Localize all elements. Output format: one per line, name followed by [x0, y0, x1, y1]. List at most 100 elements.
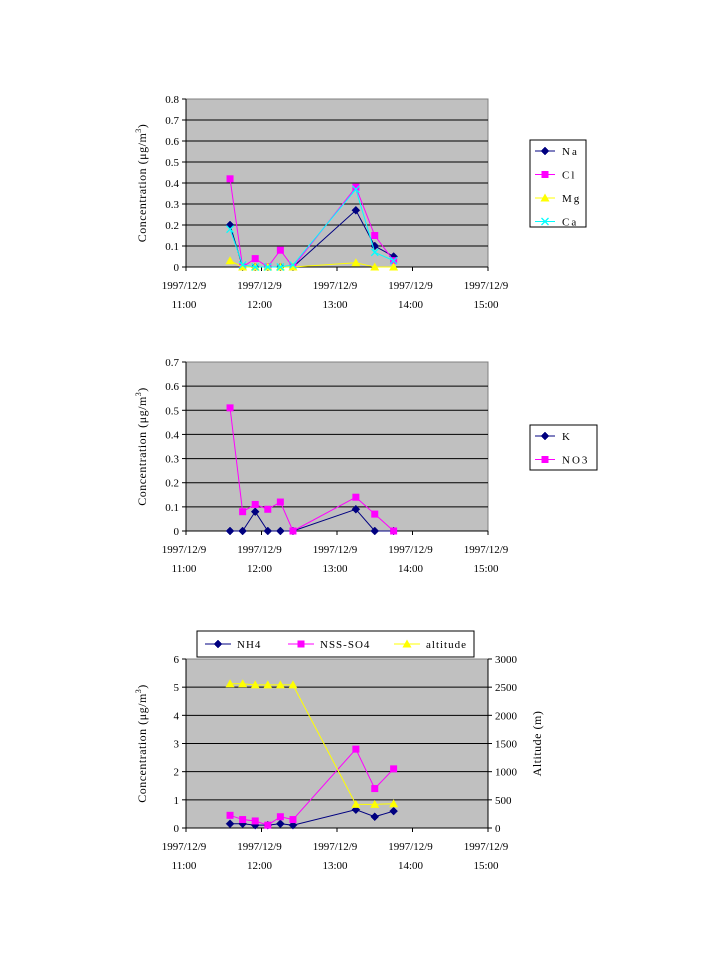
x-tick-time: 13:00 [322, 563, 348, 575]
x-tick-time: 15:00 [473, 563, 499, 575]
data-point-ca [370, 248, 379, 257]
legend-marker [540, 146, 550, 156]
y-tick-label: 2 [174, 767, 180, 779]
data-point-cl [371, 232, 379, 239]
y-axis-label: Concentration (μg/m3) [134, 124, 149, 243]
y-tick-label: 0.1 [165, 502, 179, 514]
y-tick-label: 0.1 [165, 241, 179, 253]
legend: Na Cl Mg Ca [529, 139, 587, 229]
chart-1: 0 0.1 0.2 0.3 0.4 0.5 0.6 0.7 0.8 1997/12/9 11:00 1… [134, 94, 587, 311]
data-point-k [238, 526, 247, 536]
legend-marker [541, 456, 549, 463]
data-point-mg [370, 262, 380, 271]
data-point-nh4 [276, 819, 285, 829]
y-tick-label: 0.7 [165, 357, 179, 369]
legend-marker [540, 431, 550, 441]
x-tick-time: 11:00 [172, 299, 197, 311]
y-tick-label: 1 [174, 795, 180, 807]
x-tick-time: 11:00 [172, 860, 197, 872]
y-tick-label: 0 [174, 262, 180, 274]
legend-box [529, 424, 598, 471]
legend-marker [540, 193, 550, 202]
legend-box [196, 630, 475, 658]
y-tick-label: 0 [174, 823, 180, 835]
data-point-ca [251, 263, 260, 271]
x-tick-date: 1997/12/9 [162, 841, 207, 853]
data-point-no3 [239, 508, 247, 516]
x-tick-time: 11:00 [172, 563, 197, 575]
legend-label: Mg [562, 193, 581, 205]
y-tick-label: 0.8 [165, 94, 179, 106]
legend: NH4 NSS-SO4 altitude [196, 630, 475, 658]
x-tick-date: 1997/12/9 [237, 280, 282, 292]
data-point-nss-so4 [371, 785, 379, 793]
y-tick-label: 6 [174, 654, 180, 666]
data-point-no3 [352, 493, 360, 501]
data-point-nh4 [288, 820, 298, 830]
data-point-cl [251, 255, 259, 263]
x-tick-date: 1997/12/9 [313, 841, 358, 853]
x-tick-date: 1997/12/9 [388, 841, 433, 853]
data-point-k [250, 507, 260, 517]
data-point-altitude [288, 680, 298, 689]
legend-label: K [562, 431, 572, 443]
data-point-nss-so4 [251, 817, 259, 825]
y-tick-label: 0.7 [165, 115, 179, 127]
y2-tick-label: 1500 [495, 739, 518, 751]
data-point-altitude [275, 680, 285, 689]
x-tick-time: 14:00 [398, 299, 424, 311]
data-point-nss-so4 [264, 821, 272, 829]
data-point-k [263, 526, 273, 536]
series-no3 [226, 404, 398, 535]
y2-tick-label: 0 [495, 823, 501, 835]
legend-label: altitude [426, 639, 467, 651]
x-tick-time: 12:00 [247, 563, 273, 575]
x-tick-date: 1997/12/9 [388, 280, 433, 292]
y-axis-label: Concentration (μg/m3) [134, 387, 149, 506]
data-point-mg [389, 262, 399, 271]
legend-label: Ca [562, 217, 578, 229]
y-tick-label: 0.3 [165, 199, 179, 211]
data-point-mg [351, 258, 361, 267]
data-point-no3 [289, 527, 297, 535]
series-ca [226, 185, 398, 271]
data-point-no3 [251, 500, 259, 508]
y-tick-label: 0.2 [165, 220, 179, 232]
x-tick-date: 1997/12/9 [388, 544, 433, 556]
data-point-nss-so4 [239, 816, 247, 824]
legend: K NO3 [529, 424, 598, 471]
data-point-k [351, 504, 361, 514]
data-point-ca [263, 263, 272, 271]
legend-label: Cl [562, 170, 576, 182]
series-altitude [225, 679, 399, 808]
data-point-nh4 [370, 812, 380, 822]
data-point-k [276, 526, 285, 536]
data-point-k [225, 526, 235, 536]
x-tick-date: 1997/12/9 [162, 280, 207, 292]
y-tick-label: 0.5 [165, 405, 179, 417]
y2-tick-label: 2000 [495, 710, 518, 722]
chart-3: 0 1 2 3 4 5 6 0 500 1000 1500 2000 2500 3000 Altitude … [134, 630, 544, 872]
x-tick-time: 12:00 [247, 860, 273, 872]
data-point-nh4 [389, 806, 398, 816]
series-nss-so4 [226, 745, 398, 829]
x-tick-time: 13:00 [322, 299, 348, 311]
y-tick-label: 0.6 [165, 136, 179, 148]
data-point-nss-so4 [289, 816, 297, 824]
x-tick-time: 12:00 [247, 299, 273, 311]
legend-label: NO3 [562, 455, 589, 467]
data-point-mg [225, 256, 235, 265]
data-point-ca [238, 260, 247, 269]
y-tick-label: 4 [174, 710, 180, 722]
x-tick-time: 15:00 [473, 860, 499, 872]
x-tick-date: 1997/12/9 [464, 280, 509, 292]
x-tick-date: 1997/12/9 [313, 280, 358, 292]
legend-marker [297, 640, 305, 648]
x-tick-date: 1997/12/9 [313, 544, 358, 556]
data-point-ca [276, 263, 285, 271]
y-tick-label: 0.4 [165, 178, 179, 190]
x-tick-date: 1997/12/9 [162, 544, 207, 556]
data-point-nss-so4 [390, 765, 398, 773]
chart-2: 0 0.1 0.2 0.3 0.4 0.5 0.6 0.7 1997/12/9 11:00 1997… [134, 357, 598, 575]
